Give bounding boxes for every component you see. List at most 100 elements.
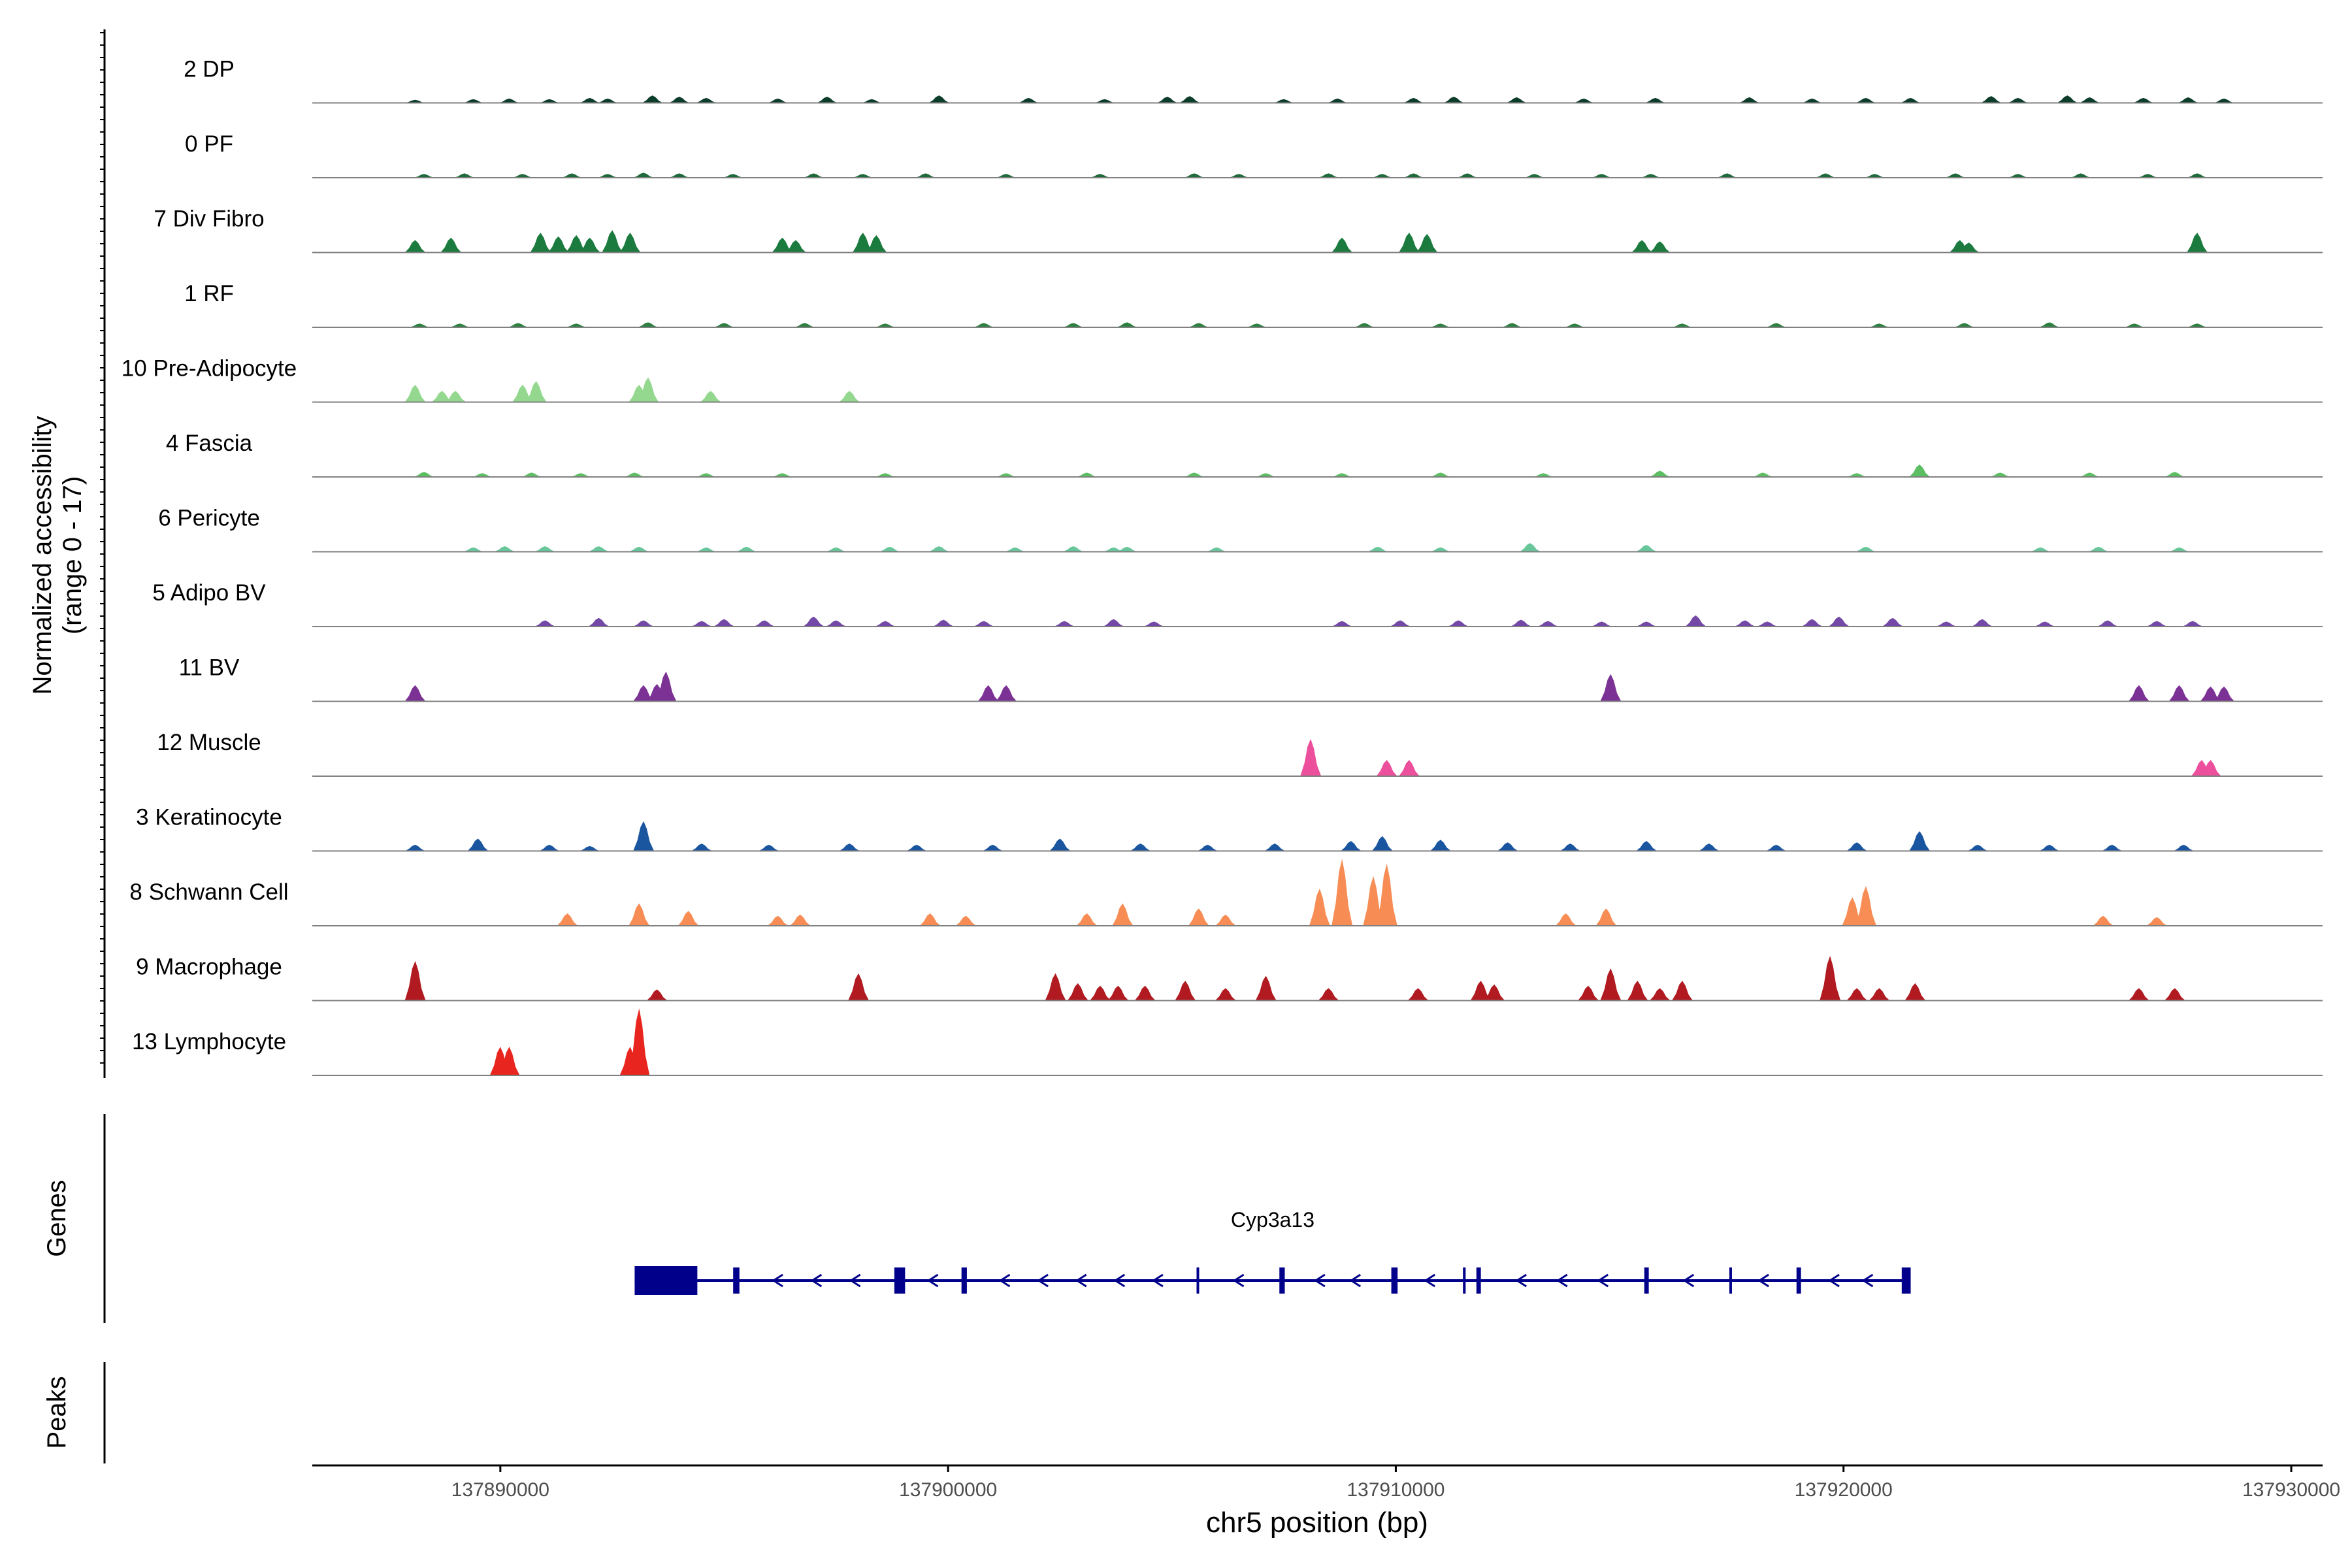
coverage-peak	[409, 323, 431, 327]
coverage-peak	[633, 685, 655, 702]
coverage-peak	[404, 99, 426, 103]
coverage-peak	[1828, 616, 1850, 627]
coverage-peak	[512, 384, 534, 402]
coverage-peak	[1018, 97, 1039, 103]
coverage-peak	[2101, 845, 2123, 851]
coverage-peak	[1846, 473, 1868, 477]
coverage-peak	[852, 174, 874, 178]
track-label: 12 Muscle	[157, 730, 261, 755]
coverage-peak	[1958, 242, 1980, 253]
coverage-peak	[467, 838, 489, 851]
coverage-peak	[2079, 97, 2100, 103]
gene-model: Cyp3a13	[634, 1208, 1911, 1295]
peaks-panel: Peaks	[42, 1362, 106, 1463]
coverage-peak	[1416, 234, 1438, 253]
coverage-peak	[1644, 97, 1666, 103]
coverage-peak	[790, 914, 811, 926]
coverage-peak	[817, 97, 838, 103]
strand-arrow	[1075, 1273, 1087, 1288]
coverage-peak	[1327, 98, 1348, 103]
coverage-peak	[2008, 97, 2029, 103]
strand-arrow	[849, 1273, 861, 1288]
coverage-peak	[785, 240, 807, 253]
coverage-peak	[852, 233, 874, 253]
coverage-peak	[534, 546, 556, 552]
track: 12 Muscle	[157, 730, 2323, 777]
track: 5 Adipo BV	[152, 580, 2323, 627]
strand-arrow	[1682, 1273, 1695, 1288]
strand-arrow	[998, 1273, 1011, 1288]
track-label: 4 Fascia	[166, 431, 253, 456]
coverage-peak	[1936, 621, 1957, 627]
coverage-peak	[1855, 97, 1876, 103]
coverage-peak	[1501, 323, 1523, 327]
gene-exon	[1901, 1267, 1911, 1294]
coverage-peak	[404, 384, 426, 402]
coverage-peak	[1591, 621, 1612, 627]
coverage-peak	[700, 391, 721, 402]
coverage-peak	[1407, 988, 1429, 1001]
coverage-peak	[803, 173, 825, 178]
track: 0 PF	[185, 131, 2323, 178]
coverage-peak	[2168, 685, 2190, 702]
coverage-peak	[1846, 988, 1868, 1001]
coverage-peak	[1564, 323, 1586, 327]
coverage-peak	[588, 617, 610, 627]
coverage-peak	[1067, 983, 1088, 1001]
coverage-peak	[839, 391, 860, 402]
coverage-peak	[772, 473, 793, 477]
gene-exon	[1729, 1267, 1732, 1294]
coverage-peak	[1228, 174, 1250, 178]
strand-arrow	[1037, 1273, 1049, 1288]
coverage-peak	[754, 620, 776, 627]
coverage-peak	[1801, 98, 1823, 103]
coverage-peak	[1300, 739, 1322, 776]
coverage-peak	[1054, 621, 1075, 627]
coverage-peak	[875, 473, 896, 477]
coverage-peak	[1591, 174, 1612, 178]
coverage-peak	[1497, 842, 1518, 851]
coverage-peak	[597, 98, 619, 103]
coverage-peak	[463, 99, 484, 103]
coverage-peak	[539, 99, 561, 103]
coverage-peak	[1757, 621, 1778, 627]
x-axis-tick-label: 137930000	[2242, 1479, 2340, 1501]
genes-panel: Genes Cyp3a13	[42, 1114, 1911, 1323]
coverage-peak	[1801, 619, 1823, 627]
coverage-peak	[1179, 96, 1201, 103]
coverage-peak	[2070, 173, 2091, 178]
coverage-peak	[1555, 913, 1576, 926]
coverage-peak	[1649, 988, 1671, 1001]
x-axis-title: chr5 position (bp)	[1206, 1507, 1428, 1539]
coverage-peak	[2200, 760, 2221, 776]
coverage-peak	[1909, 465, 1931, 477]
coverage-peak	[1215, 988, 1236, 1001]
coverage-peak	[1699, 843, 1720, 851]
coverage-peak	[2039, 845, 2060, 851]
coverage-peak	[2178, 97, 2199, 103]
coverage-peak	[1578, 985, 1599, 1001]
coverage-peak	[2030, 547, 2051, 552]
coverage-peak	[404, 685, 426, 702]
strand-arrow	[1556, 1273, 1568, 1288]
gene-exon	[894, 1267, 906, 1294]
coverage-peak	[579, 845, 600, 851]
strand-arrow	[1232, 1273, 1245, 1288]
coverage-peak	[1273, 99, 1295, 103]
coverage-peak	[629, 546, 650, 552]
track: 9 Macrophage	[136, 955, 2323, 1002]
coverage-peak	[767, 98, 789, 103]
strand-arrow	[1349, 1273, 1362, 1288]
coverage-peak	[2039, 322, 2060, 327]
coverage-peak	[977, 685, 999, 702]
coverage-peak	[825, 620, 847, 627]
coverage-peak	[463, 547, 484, 552]
y-axis-title-line1: Normalized accessibility	[28, 416, 57, 695]
coverage-peak	[1909, 831, 1931, 851]
gene-exon	[961, 1267, 967, 1294]
coverage-peak	[1371, 836, 1393, 851]
coverage-peak	[1820, 956, 1841, 1001]
coverage-peak	[1953, 323, 1975, 327]
coverage-peak	[1367, 546, 1388, 552]
